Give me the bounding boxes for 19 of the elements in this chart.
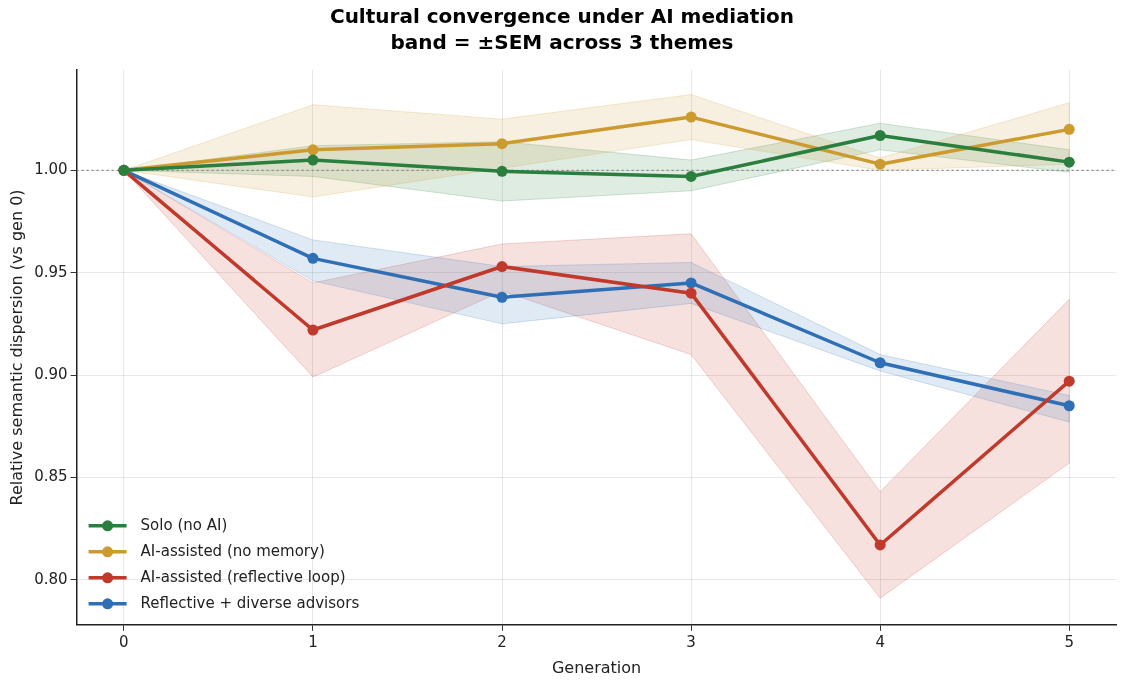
x-tick-label: 3	[686, 632, 696, 651]
x-tick-label: 2	[497, 632, 507, 651]
chart-subtitle: band = ±SEM across 3 themes	[390, 30, 734, 55]
y-axis-title: Relative semantic dispersion (vs gen 0)	[6, 189, 26, 506]
x-axis-title: Generation	[551, 657, 642, 677]
y-tick-label: 0.80	[34, 569, 68, 588]
legend-label: Solo (no AI)	[140, 515, 228, 534]
x-tick-label: 5	[1064, 632, 1075, 651]
y-tick-label: 0.90	[34, 364, 68, 383]
x-tick-label: 1	[308, 632, 318, 651]
x-tick-label: 0	[119, 632, 129, 651]
legend-label: AI-assisted (reflective loop)	[140, 567, 346, 586]
y-tick-label: 0.95	[34, 262, 68, 281]
chart-title: Cultural convergence under AI mediation	[329, 4, 795, 29]
x-tick-label: 4	[875, 632, 885, 651]
y-tick-label: 1.00	[34, 160, 68, 179]
legend-label: Reflective + diverse advisors	[140, 593, 360, 612]
y-tick-label: 0.85	[34, 467, 68, 486]
legend-label: AI-assisted (no memory)	[140, 541, 325, 560]
